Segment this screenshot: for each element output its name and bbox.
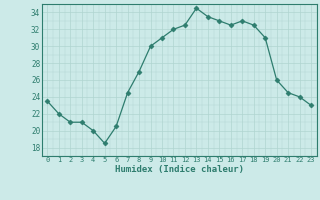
X-axis label: Humidex (Indice chaleur): Humidex (Indice chaleur) [115,165,244,174]
